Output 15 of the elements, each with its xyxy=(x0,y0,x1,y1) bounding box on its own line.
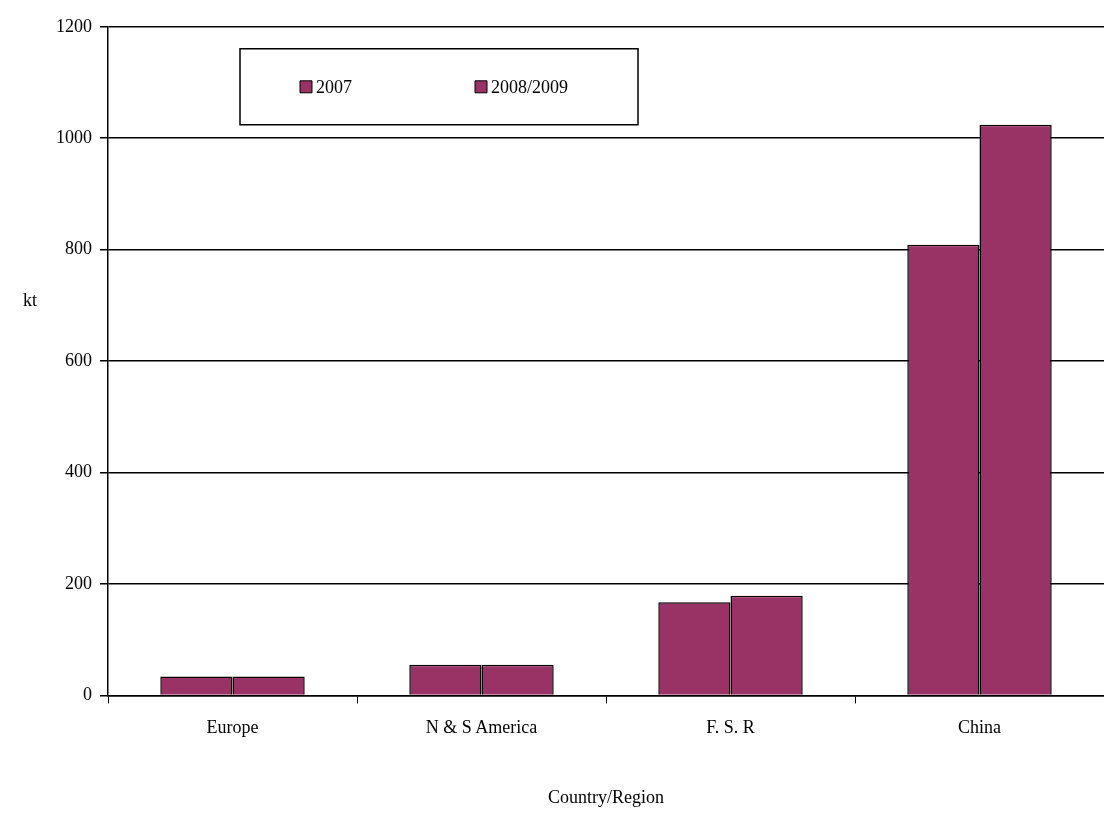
x-tick-label: F. S. R xyxy=(706,716,755,737)
x-tick-label: Europe xyxy=(206,716,259,737)
y-tick-label: 800 xyxy=(65,238,92,259)
legend-label: 2007 xyxy=(316,76,352,97)
x-tick-label: N & S America xyxy=(425,716,538,737)
y-tick-label: 400 xyxy=(65,461,92,482)
y-tick-label: 0 xyxy=(83,684,92,705)
x-axis-title: Country/Region xyxy=(548,786,664,807)
legend-label: 2008/2009 xyxy=(491,76,569,97)
y-tick-label: 600 xyxy=(65,349,92,370)
y-axis-title: kt xyxy=(22,289,38,310)
y-tick-label: 1200 xyxy=(56,15,92,36)
y-tick-label: 1000 xyxy=(56,126,92,147)
x-tick-label: China xyxy=(958,716,1002,737)
y-tick-label: 200 xyxy=(65,572,92,593)
